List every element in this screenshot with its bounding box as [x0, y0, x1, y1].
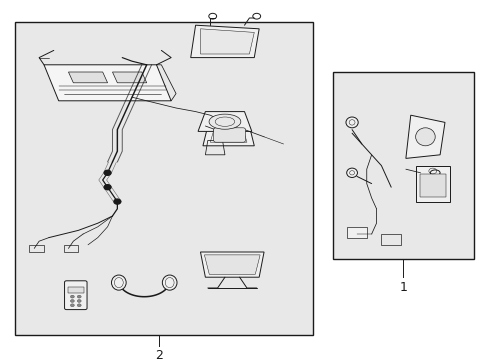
FancyBboxPatch shape — [213, 128, 245, 142]
Circle shape — [104, 170, 111, 175]
Ellipse shape — [111, 275, 126, 290]
Polygon shape — [44, 65, 171, 101]
Polygon shape — [415, 166, 449, 202]
Polygon shape — [198, 112, 251, 131]
Bar — [332, 72, 473, 259]
Circle shape — [70, 300, 74, 302]
FancyBboxPatch shape — [64, 281, 87, 310]
Bar — [419, 174, 445, 197]
Polygon shape — [200, 252, 264, 277]
Ellipse shape — [346, 168, 357, 177]
Bar — [68, 287, 83, 293]
Circle shape — [104, 185, 111, 190]
Circle shape — [77, 295, 81, 298]
Polygon shape — [203, 126, 254, 146]
Polygon shape — [200, 29, 254, 54]
Ellipse shape — [415, 128, 434, 146]
Text: 2: 2 — [155, 349, 163, 360]
Polygon shape — [190, 25, 259, 58]
Bar — [15, 22, 312, 335]
Circle shape — [77, 300, 81, 302]
Circle shape — [70, 304, 74, 307]
Circle shape — [114, 199, 121, 204]
Polygon shape — [204, 255, 260, 274]
Polygon shape — [405, 115, 444, 158]
Circle shape — [77, 304, 81, 307]
Polygon shape — [346, 227, 366, 238]
Ellipse shape — [209, 114, 240, 129]
Polygon shape — [68, 72, 107, 83]
Circle shape — [70, 295, 74, 298]
Ellipse shape — [429, 170, 439, 176]
Polygon shape — [112, 72, 146, 83]
Ellipse shape — [162, 275, 177, 290]
Ellipse shape — [346, 117, 357, 128]
Text: 1: 1 — [399, 281, 407, 294]
